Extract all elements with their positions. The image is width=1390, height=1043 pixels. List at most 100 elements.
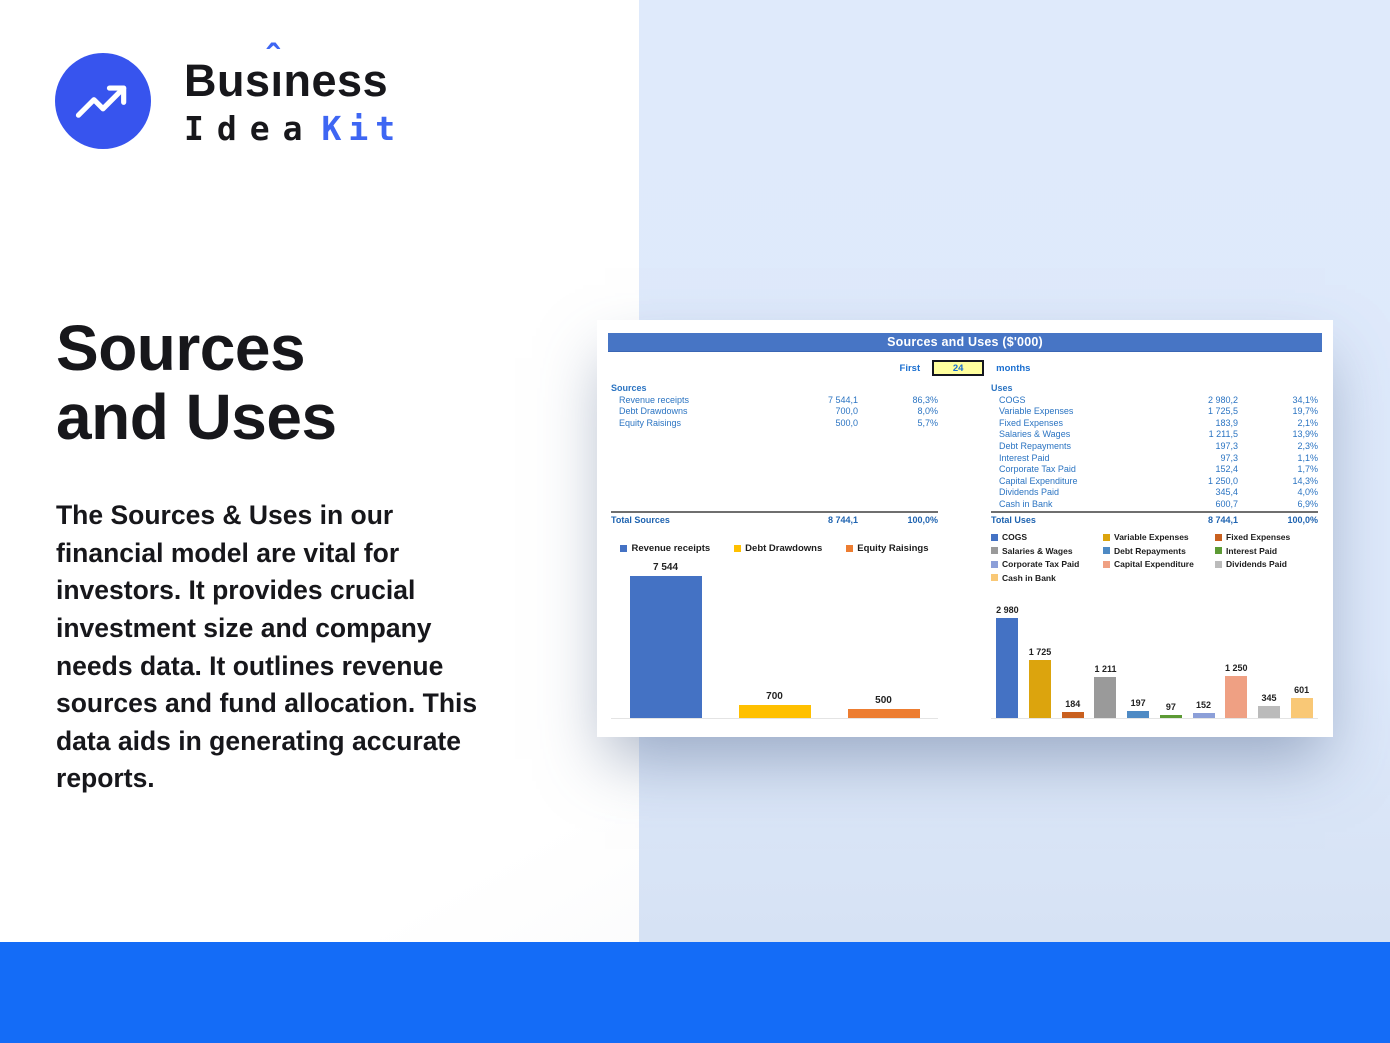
bar-value-label: 500: [875, 695, 892, 706]
legend-swatch-icon: [1103, 547, 1110, 555]
legend-label: Debt Drawdowns: [745, 543, 823, 554]
trending-up-icon: [55, 53, 151, 149]
bar-group-revenue-receipts: 7 544: [611, 554, 720, 718]
legend-label: Revenue receipts: [631, 543, 711, 554]
row-value: 152,4: [1215, 464, 1238, 475]
page-description: The Sources & Uses in our financial mode…: [56, 500, 478, 794]
legend-item: Debt Drawdowns: [734, 543, 822, 554]
legend-swatch-icon: [991, 560, 998, 568]
bottom-accent-bar: [0, 942, 1390, 1043]
legend-swatch-icon: [734, 545, 742, 552]
bar-value-label: 700: [766, 691, 783, 702]
sources-table: Sources Revenue receipts 7 544,1 86,3% Debt …: [611, 383, 938, 527]
legend-swatch-icon: [991, 547, 998, 555]
row-label: Equity Raisings: [619, 417, 682, 428]
sources-uses-tables: Sources Revenue receipts 7 544,1 86,3% Debt …: [611, 383, 1318, 527]
row-value: 600,7: [1215, 498, 1238, 509]
row-label: Debt Drawdowns: [619, 406, 688, 417]
row-percent: 8,0%: [917, 406, 938, 417]
row-value: 8 744,1: [1207, 515, 1238, 526]
legend-item: Fixed Expenses: [1215, 531, 1318, 544]
row-value: 1 725,5: [1207, 406, 1238, 417]
legend-label: Capital Expenditure: [1114, 559, 1194, 569]
row-label: Dividends Paid: [999, 487, 1060, 498]
period-label-first: First: [899, 362, 921, 374]
bar-value-label: 1 211: [1094, 664, 1117, 674]
bar-value-label: 2 980: [996, 605, 1019, 615]
legend-label: Cash in Bank: [1002, 572, 1056, 583]
row-value: 97,3: [1220, 452, 1238, 463]
legend-item: Dividends Paid: [1215, 558, 1318, 571]
legend-swatch-icon: [620, 545, 628, 552]
uses-chart: COGS Variable Expenses Fixed Expenses Salar…: [991, 529, 1318, 719]
table-header: Sources: [611, 383, 938, 395]
bar-group-salaries-wages: 1 211: [1089, 584, 1122, 718]
bar: [1029, 660, 1052, 718]
row-label: Variable Expenses: [999, 406, 1074, 417]
legend-swatch-icon: [991, 533, 998, 541]
bar: [1225, 676, 1248, 718]
row-value: 8 744,1: [827, 515, 858, 526]
uses-table: Uses COGS 2 980,2 34,1% Variable Expenses 1 7…: [991, 383, 1318, 527]
legend-item: Capital Expenditure: [1103, 558, 1215, 571]
sources-uses-widget: Sources and Uses ($'000) First 24 months…: [597, 320, 1333, 737]
uses-chart-plot: 2 980 1 725 184 1 211 197 97 152 1 250 345 601: [991, 584, 1318, 719]
circumflex-accent: ˆ: [266, 37, 280, 80]
legend-label: Variable Expenses: [1114, 532, 1189, 542]
row-label: Debt Repayments: [999, 440, 1072, 451]
row-percent: 5,7%: [917, 417, 938, 428]
bar-group-variable-expenses: 1 725: [1024, 584, 1057, 718]
bar: [1159, 715, 1182, 718]
row-value: 2 980,2: [1207, 394, 1238, 405]
bar-value-label: 152: [1196, 700, 1212, 710]
table-row: Dividends Paid 345,4 4,0%: [991, 487, 1318, 499]
bar-group-cash-in-bank: 601: [1285, 584, 1318, 718]
row-percent: 2,1%: [1297, 417, 1318, 428]
table-row: Fixed Expenses 183,9 2,1%: [991, 418, 1318, 430]
bar-value-label: 97: [1165, 702, 1176, 712]
bar-value-label: 601: [1294, 685, 1310, 695]
row-label: Revenue receipts: [619, 394, 690, 405]
table-row: Revenue receipts 7 544,1 86,3%: [611, 395, 938, 407]
brand-logo[interactable]: Busı ˆ ness Idea Kit: [55, 37, 402, 149]
brand-wordmark: Busı ˆ ness Idea Kit: [184, 37, 402, 148]
table-row: Equity Raisings 500,0 5,7%: [611, 418, 938, 430]
row-percent: 34,1%: [1292, 394, 1318, 405]
legend-label: Corporate Tax Paid: [1002, 559, 1080, 569]
widget-title: Sources and Uses ($'000): [608, 333, 1322, 352]
period-input[interactable]: 24: [932, 360, 985, 376]
sources-chart: Revenue receipts Debt Drawdowns Equity Rai…: [611, 529, 938, 719]
brand-name: Busı ˆ ness: [184, 37, 389, 106]
period-control: First 24 months: [597, 359, 1333, 377]
row-percent: 13,9%: [1292, 429, 1318, 440]
legend-item: Cash in Bank: [991, 572, 1103, 585]
bar: [1094, 677, 1117, 718]
bar-value-label: 197: [1130, 698, 1146, 708]
bar: [1290, 698, 1313, 718]
legend-item: COGS: [991, 531, 1103, 544]
bar-group-dividends-paid: 345: [1253, 584, 1286, 718]
row-label: Total Sources: [611, 515, 670, 526]
table-row: Capital Expenditure 1 250,0 14,3%: [991, 476, 1318, 488]
legend-item: Debt Repayments: [1103, 545, 1215, 558]
bar-group-corporate-tax-paid: 152: [1187, 584, 1220, 718]
row-percent: 6,9%: [1297, 498, 1318, 509]
bar-value-label: 1 725: [1028, 647, 1052, 657]
row-label: Salaries & Wages: [999, 429, 1071, 440]
bar-group-interest-paid: 97: [1155, 584, 1188, 718]
bar: [738, 705, 811, 718]
bar-group-fixed-expenses: 184: [1056, 584, 1089, 718]
row-value: 700,0: [835, 406, 858, 417]
legend-item: Equity Raisings: [846, 543, 929, 554]
legend-label: Fixed Expenses: [1226, 532, 1291, 542]
row-percent: 2,3%: [1297, 440, 1318, 451]
bar-value-label: 345: [1261, 693, 1277, 703]
page-title: Sources and Uses: [56, 312, 337, 454]
row-label: Cash in Bank: [999, 498, 1053, 509]
row-value: 183,9: [1215, 417, 1238, 428]
legend-swatch-icon: [1103, 560, 1110, 568]
row-percent: 1,1%: [1297, 452, 1318, 463]
legend-swatch-icon: [991, 574, 998, 582]
legend-swatch-icon: [846, 545, 854, 552]
table-row: Cash in Bank 600,7 6,9%: [991, 499, 1318, 511]
